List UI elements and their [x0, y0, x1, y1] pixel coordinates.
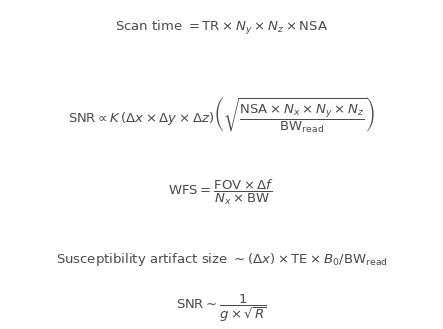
Text: $\mathrm{SNR} \propto K\,(\Delta x \times \Delta y \times \Delta z)\left(\sqrt{\: $\mathrm{SNR} \propto K\,(\Delta x \time… — [68, 95, 375, 135]
Text: $\mathrm{SNR} \sim \dfrac{1}{g \times \sqrt{R}}$: $\mathrm{SNR} \sim \dfrac{1}{g \times \s… — [176, 291, 267, 324]
Text: Scan time $= \mathrm{TR} \times N_y \times N_z \times \mathrm{NSA}$: Scan time $= \mathrm{TR} \times N_y \tim… — [115, 19, 328, 37]
Text: Susceptibility artifact size $\sim (\Delta x) \times \mathrm{TE} \times B_0/\mat: Susceptibility artifact size $\sim (\Del… — [56, 251, 387, 268]
Text: $\mathrm{WFS} = \dfrac{\mathrm{FOV} \times \Delta f}{N_x \times \mathrm{BW}}$: $\mathrm{WFS} = \dfrac{\mathrm{FOV} \tim… — [168, 178, 275, 207]
